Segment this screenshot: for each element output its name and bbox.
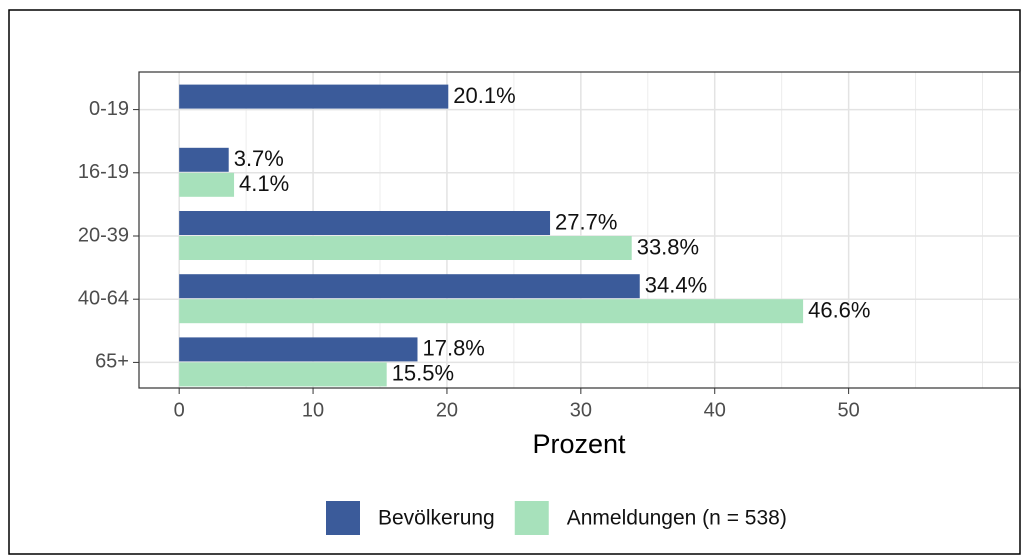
x-tick-label: 20 bbox=[436, 399, 458, 421]
bar bbox=[179, 337, 418, 362]
value-label: 4.1% bbox=[239, 171, 289, 196]
bar bbox=[179, 147, 229, 172]
value-label: 3.7% bbox=[234, 146, 284, 171]
value-label: 17.8% bbox=[422, 336, 484, 361]
y-tick-label: 20-39 bbox=[78, 224, 129, 246]
y-tick-label: 16-19 bbox=[78, 161, 129, 183]
panel-border bbox=[138, 71, 1021, 389]
x-axis-label: Prozent bbox=[532, 429, 626, 459]
value-label: 20.1% bbox=[453, 83, 515, 108]
bar bbox=[179, 211, 551, 235]
value-label: 33.8% bbox=[637, 234, 699, 259]
y-tick-label: 65+ bbox=[95, 351, 129, 373]
value-label: 27.7% bbox=[555, 209, 617, 234]
legend-swatch bbox=[514, 501, 549, 535]
bar bbox=[179, 172, 235, 197]
legend-label: Anmeldungen (n = 538) bbox=[567, 507, 787, 530]
legend-label: Bevölkerung bbox=[378, 507, 495, 530]
value-label: 15.5% bbox=[392, 361, 454, 386]
x-tick-label: 50 bbox=[837, 399, 859, 421]
bar bbox=[179, 274, 640, 299]
value-label: 46.6% bbox=[808, 298, 870, 323]
bar bbox=[179, 299, 804, 324]
bar bbox=[179, 236, 632, 260]
value-label: 34.4% bbox=[645, 273, 707, 298]
x-tick-label: 40 bbox=[704, 399, 726, 421]
bar bbox=[179, 362, 387, 387]
legend-swatch bbox=[326, 501, 360, 535]
bar bbox=[179, 84, 449, 109]
y-tick-label: 0-19 bbox=[89, 98, 129, 120]
y-tick-label: 40-64 bbox=[78, 287, 129, 309]
x-tick-label: 0 bbox=[174, 399, 185, 421]
x-tick-label: 10 bbox=[302, 399, 324, 421]
x-tick-label: 30 bbox=[570, 399, 592, 421]
